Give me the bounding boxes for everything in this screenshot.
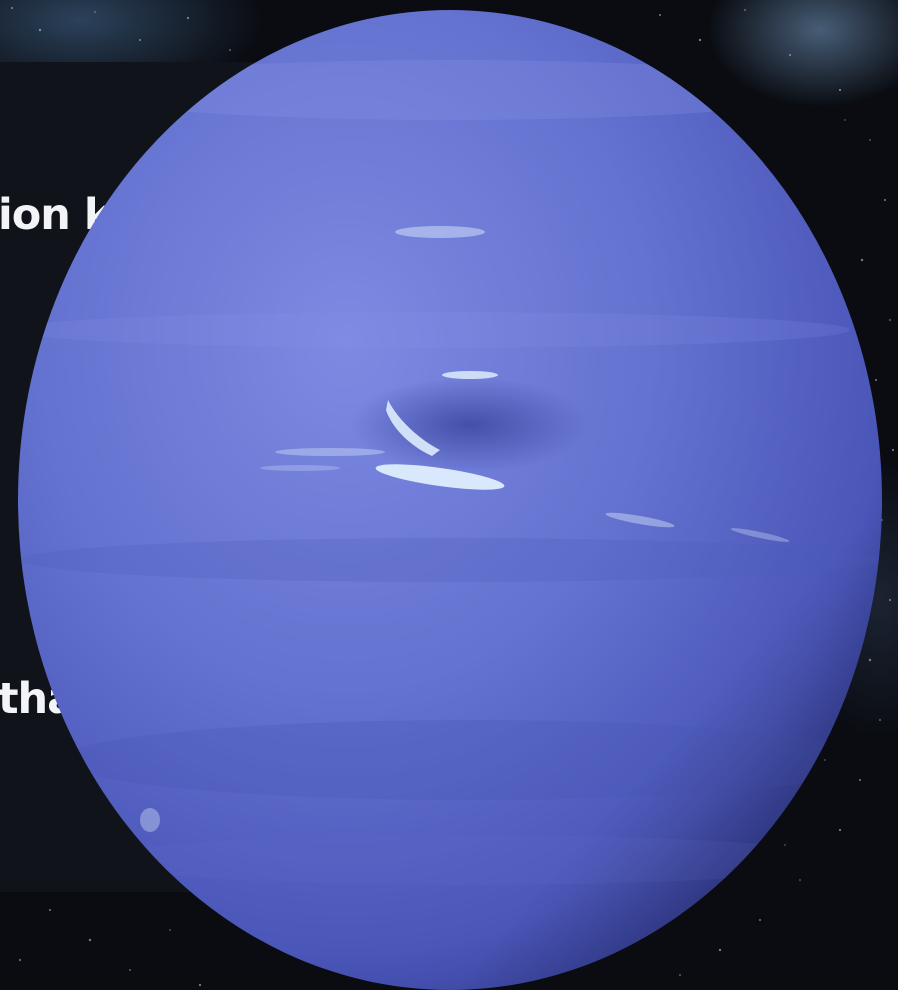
great-dark-spot xyxy=(350,377,590,473)
atmosphere-bands xyxy=(10,10,882,990)
